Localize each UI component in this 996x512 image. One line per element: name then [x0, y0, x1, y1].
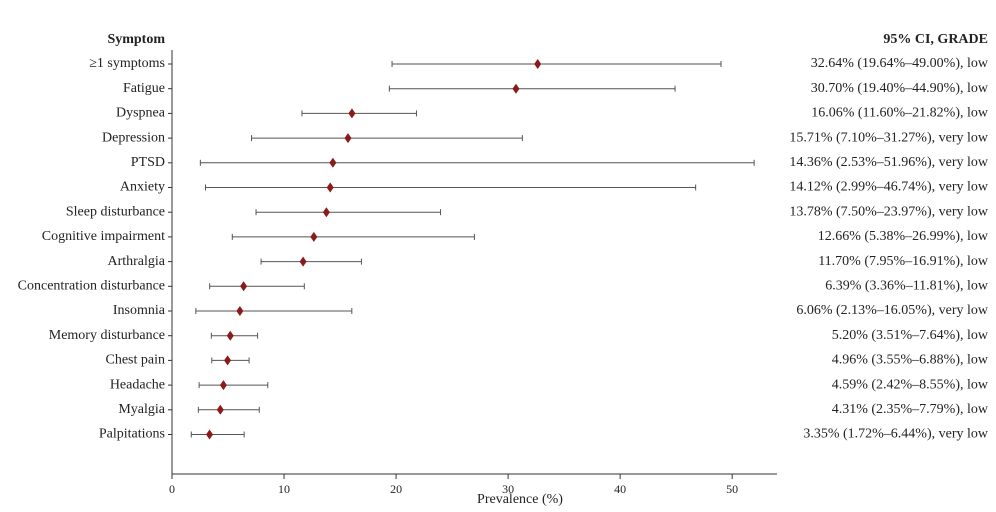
- category-label: Concentration disturbance: [18, 279, 165, 294]
- category-label: Dyspnea: [116, 106, 166, 121]
- x-tick-label: 20: [390, 482, 402, 496]
- value-label: 14.12% (2.99%–46.74%), very low: [789, 180, 989, 195]
- x-tick-label: 50: [726, 482, 738, 496]
- category-label: Arthralgia: [107, 254, 165, 269]
- category-header: Symptom: [107, 32, 165, 47]
- value-label: 30.70% (19.40%–44.90%), low: [811, 81, 989, 96]
- point-estimate: [226, 330, 234, 341]
- category-label: Memory disturbance: [49, 328, 165, 343]
- x-tick-label: 10: [278, 482, 290, 496]
- point-estimate: [344, 133, 352, 144]
- value-label: 14.36% (2.53%–51.96%), very low: [789, 155, 989, 170]
- category-label: Anxiety: [120, 180, 165, 195]
- value-label: 4.31% (2.35%–7.79%), low: [832, 402, 989, 417]
- value-label: 6.39% (3.36%–11.81%), low: [825, 279, 989, 294]
- category-label: Myalgia: [118, 402, 165, 417]
- category-label: Insomnia: [113, 303, 166, 318]
- x-tick-label: 40: [614, 482, 626, 496]
- value-label: 15.71% (7.10%–31.27%), very low: [789, 130, 989, 145]
- point-estimate: [219, 380, 227, 391]
- category-label: Fatigue: [123, 81, 165, 96]
- category-label: PTSD: [131, 155, 165, 170]
- point-estimate: [329, 157, 337, 168]
- value-label: 11.70% (7.95%–16.91%), low: [818, 254, 989, 269]
- category-label: Headache: [110, 377, 165, 392]
- point-estimate: [240, 281, 248, 292]
- category-label: Sleep disturbance: [66, 204, 165, 219]
- value-label: 12.66% (5.38%–26.99%), low: [818, 229, 989, 244]
- point-estimate: [322, 207, 330, 218]
- point-estimate: [534, 59, 542, 69]
- category-label: Depression: [102, 130, 165, 145]
- point-estimate: [310, 231, 318, 242]
- category-label: ≥1 symptoms: [89, 56, 165, 71]
- value-label: 3.35% (1.72%–6.44%), very low: [803, 427, 989, 442]
- value-label: 4.59% (2.42%–8.55%), low: [832, 377, 989, 392]
- value-label: 13.78% (7.50%–23.97%), very low: [789, 204, 989, 219]
- point-estimate: [224, 355, 232, 366]
- label-header: 95% CI, GRADE: [883, 32, 988, 47]
- value-label: 6.06% (2.13%–16.05%), very low: [796, 303, 989, 318]
- category-label: Palpitations: [99, 427, 165, 442]
- point-estimate: [236, 306, 244, 316]
- x-axis-title: Prevalence (%): [477, 492, 563, 507]
- category-label: Cognitive impairment: [42, 229, 165, 244]
- x-tick-label: 0: [169, 482, 175, 496]
- value-label: 32.64% (19.64%–49.00%), low: [811, 56, 989, 71]
- point-estimate: [299, 256, 307, 267]
- category-label: Chest pain: [106, 353, 166, 368]
- point-estimate: [512, 83, 520, 94]
- point-estimate: [326, 182, 334, 193]
- x-tick-label: 30: [502, 482, 514, 496]
- value-label: 4.96% (3.55%–6.88%), low: [832, 353, 989, 368]
- point-estimate: [348, 108, 356, 119]
- value-label: 5.20% (3.51%–7.64%), low: [832, 328, 989, 343]
- point-estimate: [216, 404, 224, 415]
- value-label: 16.06% (11.60%–21.82%), low: [811, 106, 989, 121]
- point-estimate: [206, 429, 214, 440]
